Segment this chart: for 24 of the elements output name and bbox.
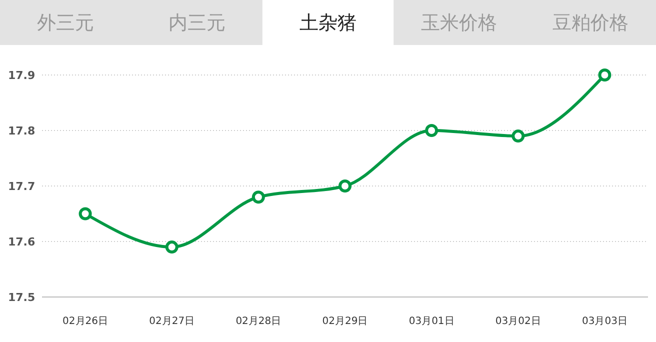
point	[512, 130, 525, 143]
text: 豆粕价格	[552, 12, 628, 34]
y-tick-label: 17.7	[8, 180, 36, 193]
text: 外三元	[37, 12, 94, 34]
y-tick-label: 17.9	[8, 68, 36, 82]
x-tick-label: 02月26日	[62, 316, 108, 327]
point	[252, 190, 265, 204]
x-tick-label: 02月29日	[322, 316, 368, 327]
x-tick-label: 03月01日	[408, 316, 454, 327]
y-tick-label: 17.5	[8, 290, 36, 304]
y-tick-label: 17.6	[8, 235, 36, 248]
point	[78, 207, 92, 220]
x-tick-label: 02月28日	[236, 316, 282, 327]
x-tick-label: 03月03日	[582, 316, 628, 327]
y-tick-label: 17.8	[8, 124, 36, 138]
x-tick-label: 02月27日	[149, 316, 195, 327]
x-tick-label: 03月02日	[495, 316, 541, 327]
point	[425, 124, 438, 137]
text: 内三元	[168, 12, 226, 34]
point	[165, 240, 178, 254]
text: 玉米价格	[421, 12, 498, 34]
point	[598, 68, 612, 82]
point	[338, 180, 352, 192]
chart-title: 土杂猪	[300, 12, 356, 34]
